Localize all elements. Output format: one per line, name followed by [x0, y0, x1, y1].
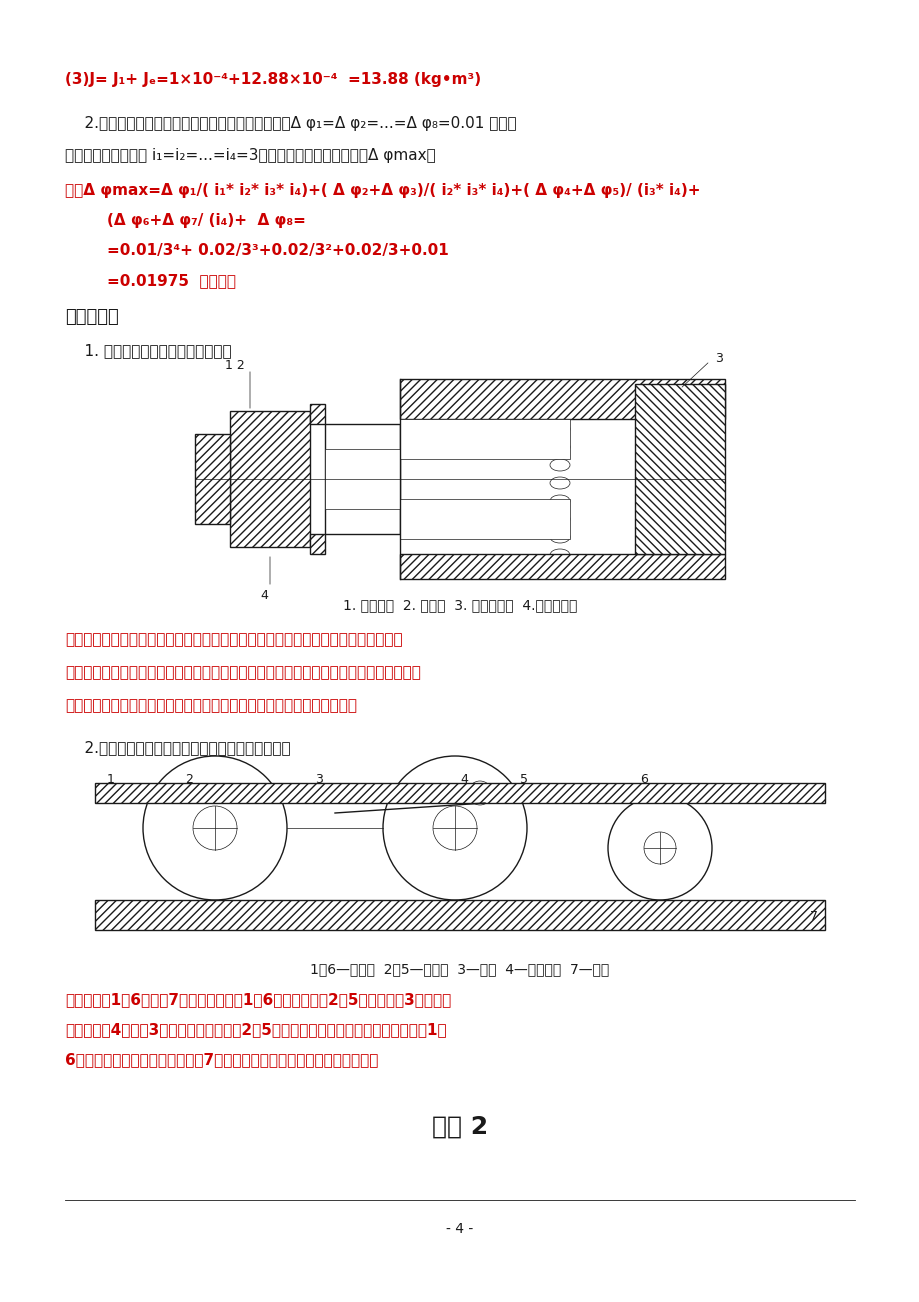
Text: 1. 锁紧螺母  2. 圆螺母  3. 带凸缘螺母  4.无凸缘螺母: 1. 锁紧螺母 2. 圆螺母 3. 带凸缘螺母 4.无凸缘螺母: [343, 598, 576, 612]
Bar: [324, 449, 400, 509]
Text: 1、6—小齿轮  2、5—大齿轮  3—齿轮  4—预载装置  7—齿条: 1、6—小齿轮 2、5—大齿轮 3—齿轮 4—预载装置 7—齿条: [310, 962, 609, 976]
Bar: [310, 404, 324, 424]
Text: 动。旋转圆螺母可调整消除间隙并产生预紧力，之后再用锁紧螺母锁紧。: 动。旋转圆螺母可调整消除间隙并产生预紧力，之后再用锁紧螺母锁紧。: [65, 698, 357, 713]
Text: 解：Δ φmax=Δ φ₁/( i₁* i₂* i₃* i₄)+( Δ φ₂+Δ φ₃)/( i₂* i₃* i₄)+( Δ φ₄+Δ φ₅)/ (i₃* i₄: 解：Δ φmax=Δ φ₁/( i₁* i₂* i₃* i₄)+( Δ φ₂+Δ…: [65, 184, 699, 198]
Text: 五、综合题: 五、综合题: [65, 309, 119, 326]
Text: 1 2: 1 2: [225, 359, 244, 372]
Text: 1: 1: [107, 773, 115, 786]
Text: - 4 -: - 4 -: [446, 1223, 473, 1236]
Bar: [400, 499, 570, 539]
Bar: [195, 434, 230, 523]
Bar: [400, 379, 724, 419]
Text: 答：图中所示的双螺母螺绌预紧调整齿侧间隙，双螺母中的一个外端有凸缘，一个外: 答：图中所示的双螺母螺绌预紧调整齿侧间隙，双螺母中的一个外端有凸缘，一个外: [65, 631, 403, 647]
Bar: [95, 900, 824, 930]
Text: (Δ φ₆+Δ φ₇/ (i₄)+  Δ φ₈=: (Δ φ₆+Δ φ₇/ (i₄)+ Δ φ₈=: [65, 214, 305, 228]
Text: =0.01975  （弧度）: =0.01975 （弧度）: [65, 273, 236, 288]
Bar: [310, 534, 324, 553]
Text: 6转动，其齿面便分别紧贴在齿条7上齿槽的左、右侧，从而消除了齿侧间隙: 6转动，其齿面便分别紧贴在齿条7上齿槽的左、右侧，从而消除了齿侧间隙: [65, 1052, 378, 1068]
Text: 6: 6: [640, 773, 647, 786]
Text: 各级减速比相同，即 i₁=i₂=...=i₄=3，求该系统的最大转角误差Δ φmax。: 各级减速比相同，即 i₁=i₂=...=i₄=3，求该系统的最大转角误差Δ φm…: [65, 148, 436, 163]
Text: 3: 3: [314, 773, 323, 786]
Text: 4: 4: [460, 773, 468, 786]
Text: (3)J= J₁+ Jₑ=1×10⁻⁴+12.88×10⁻⁴  =13.88 (kg•m³): (3)J= J₁+ Jₑ=1×10⁻⁴+12.88×10⁻⁴ =13.88 (k…: [65, 72, 481, 87]
Text: 4: 4: [260, 589, 267, 602]
Text: 7: 7: [809, 910, 817, 923]
Text: 2.已知某四级齿轮传动系统，各齿轮的转角误差为Δ φ₁=Δ φ₂=...=Δ φ₈=0.01 弧度，: 2.已知某四级齿轮传动系统，各齿轮的转角误差为Δ φ₁=Δ φ₂=...=Δ φ…: [65, 116, 516, 132]
Bar: [230, 411, 310, 547]
Bar: [400, 419, 570, 460]
Bar: [324, 424, 400, 534]
Text: 答：小齿轮1、6与齿条7噜合，与小齿轮1、6同轴的大齿轮2、5分别与齿轮3噜合，通: 答：小齿轮1、6与齿条7噜合，与小齿轮1、6同轴的大齿轮2、5分别与齿轮3噜合，…: [65, 992, 450, 1006]
Text: 作业 2: 作业 2: [431, 1115, 488, 1139]
Bar: [400, 553, 724, 579]
Text: 2: 2: [185, 773, 193, 786]
Text: 2.分析下图中传动大负载时消除齿侧间隙的原理。: 2.分析下图中传动大负载时消除齿侧间隙的原理。: [65, 740, 290, 755]
Text: 端无凸缘，但制有螺绌，它伸出套筒外用两个螺母固定锁紧，并用键来防止两螺母相对转: 端无凸缘，但制有螺绌，它伸出套筒外用两个螺母固定锁紧，并用键来防止两螺母相对转: [65, 665, 420, 680]
Text: 1. 分析下图调整齿侧间隙的原理。: 1. 分析下图调整齿侧间隙的原理。: [65, 342, 232, 358]
Bar: [634, 384, 724, 553]
Bar: [95, 783, 824, 803]
Text: 3: 3: [714, 352, 722, 365]
Text: =0.01/3⁴+ 0.02/3³+0.02/3²+0.02/3+0.01: =0.01/3⁴+ 0.02/3³+0.02/3²+0.02/3+0.01: [65, 243, 448, 258]
Text: 5: 5: [519, 773, 528, 786]
Text: 过预载装甲4向齿轮3上预加负载，使齿轮2、5同时向相反方向移动，从而带动小齿轮1、: 过预载装甲4向齿轮3上预加负载，使齿轮2、5同时向相反方向移动，从而带动小齿轮1…: [65, 1022, 446, 1036]
